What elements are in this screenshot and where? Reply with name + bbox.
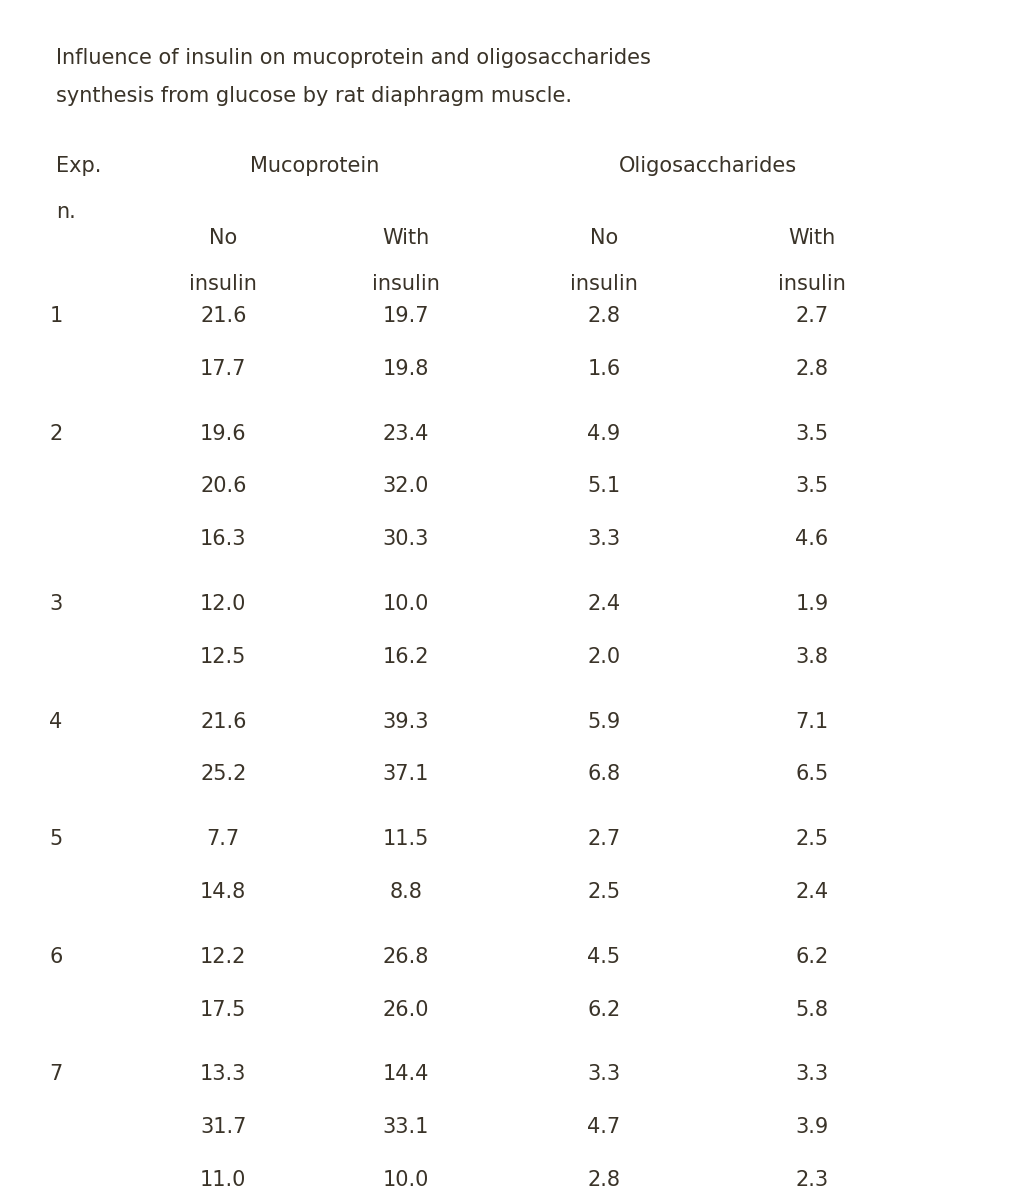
Text: insulin: insulin [570,274,637,294]
Text: 2.4: 2.4 [796,882,828,902]
Text: 3.5: 3.5 [796,424,828,444]
Text: With: With [789,228,835,248]
Text: 5.1: 5.1 [588,476,620,497]
Text: No: No [209,228,238,248]
Text: Influence of insulin on mucoprotein and oligosaccharides: Influence of insulin on mucoprotein and … [56,48,651,68]
Text: 26.8: 26.8 [383,947,429,967]
Text: 7.1: 7.1 [796,712,828,732]
Text: 2.7: 2.7 [796,306,828,326]
Text: 21.6: 21.6 [200,306,247,326]
Text: 25.2: 25.2 [200,764,247,785]
Text: 3.3: 3.3 [588,529,620,550]
Text: 2.8: 2.8 [588,1170,620,1190]
Text: 17.7: 17.7 [200,359,247,379]
Text: 13.3: 13.3 [200,1064,247,1085]
Text: 2.7: 2.7 [588,829,620,850]
Text: 26.0: 26.0 [383,1000,429,1020]
Text: With: With [383,228,429,248]
Text: 4: 4 [49,712,63,732]
Text: 14.4: 14.4 [383,1064,429,1085]
Text: 10.0: 10.0 [383,594,429,614]
Text: insulin: insulin [373,274,439,294]
Text: 2.5: 2.5 [588,882,620,902]
Text: Mucoprotein: Mucoprotein [250,156,380,176]
Text: 8.8: 8.8 [390,882,422,902]
Text: 10.0: 10.0 [383,1170,429,1190]
Text: 5.9: 5.9 [588,712,620,732]
Text: 4.5: 4.5 [588,947,620,967]
Text: 23.4: 23.4 [383,424,429,444]
Text: 11.5: 11.5 [383,829,429,850]
Text: 6.5: 6.5 [796,764,828,785]
Text: 19.6: 19.6 [200,424,247,444]
Text: n.: n. [56,202,75,222]
Text: 5.8: 5.8 [796,1000,828,1020]
Text: 37.1: 37.1 [383,764,429,785]
Text: 16.2: 16.2 [383,647,429,667]
Text: 12.2: 12.2 [200,947,247,967]
Text: No: No [590,228,618,248]
Text: 31.7: 31.7 [200,1117,247,1138]
Text: 39.3: 39.3 [383,712,429,732]
Text: 6.2: 6.2 [588,1000,620,1020]
Text: 20.6: 20.6 [200,476,247,497]
Text: 2: 2 [49,424,63,444]
Text: Oligosaccharides: Oligosaccharides [619,156,797,176]
Text: 1.6: 1.6 [588,359,620,379]
Text: 6.2: 6.2 [796,947,828,967]
Text: 5: 5 [49,829,63,850]
Text: 2.8: 2.8 [588,306,620,326]
Text: 32.0: 32.0 [383,476,429,497]
Text: synthesis from glucose by rat diaphragm muscle.: synthesis from glucose by rat diaphragm … [56,86,571,107]
Text: 7: 7 [49,1064,63,1085]
Text: 21.6: 21.6 [200,712,247,732]
Text: 1.9: 1.9 [796,594,828,614]
Text: Exp.: Exp. [56,156,102,176]
Text: 17.5: 17.5 [200,1000,247,1020]
Text: 4.6: 4.6 [796,529,828,550]
Text: insulin: insulin [779,274,845,294]
Text: 2.4: 2.4 [588,594,620,614]
Text: 14.8: 14.8 [200,882,247,902]
Text: 6: 6 [49,947,63,967]
Text: 3.3: 3.3 [796,1064,828,1085]
Text: 33.1: 33.1 [383,1117,429,1138]
Text: insulin: insulin [190,274,257,294]
Text: 3: 3 [49,594,63,614]
Text: 2.0: 2.0 [588,647,620,667]
Text: 3.8: 3.8 [796,647,828,667]
Text: 3.5: 3.5 [796,476,828,497]
Text: 3.9: 3.9 [796,1117,828,1138]
Text: 30.3: 30.3 [383,529,429,550]
Text: 11.0: 11.0 [200,1170,247,1190]
Text: 1: 1 [49,306,63,326]
Text: 3.3: 3.3 [588,1064,620,1085]
Text: 2.3: 2.3 [796,1170,828,1190]
Text: 2.8: 2.8 [796,359,828,379]
Text: 7.7: 7.7 [207,829,240,850]
Text: 2.5: 2.5 [796,829,828,850]
Text: 19.8: 19.8 [383,359,429,379]
Text: 6.8: 6.8 [588,764,620,785]
Text: 19.7: 19.7 [383,306,429,326]
Text: 16.3: 16.3 [200,529,247,550]
Text: 4.7: 4.7 [588,1117,620,1138]
Text: 12.0: 12.0 [200,594,247,614]
Text: 4.9: 4.9 [588,424,620,444]
Text: 12.5: 12.5 [200,647,247,667]
